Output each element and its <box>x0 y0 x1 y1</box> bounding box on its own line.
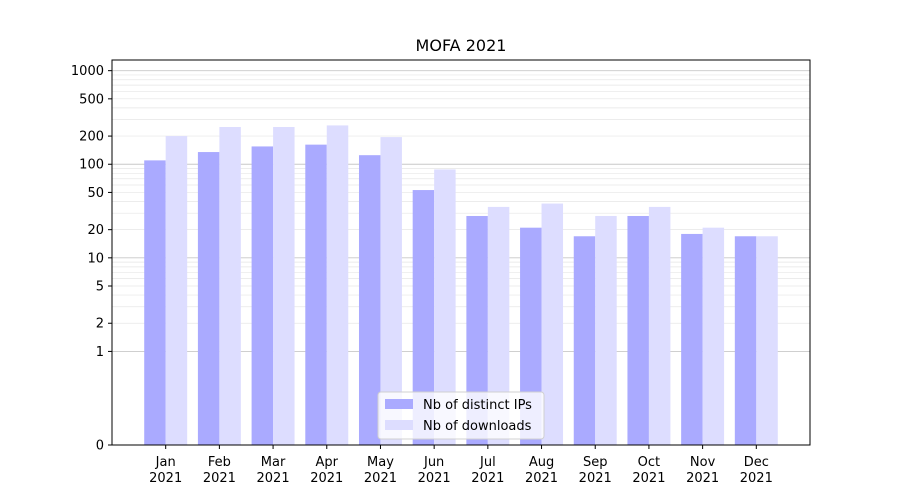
bar-distinct-ips <box>251 146 274 446</box>
legend-label: Nb of downloads <box>423 419 532 434</box>
bar-distinct-ips <box>627 215 649 445</box>
x-tick-label-month: Apr <box>316 455 339 470</box>
bar-downloads <box>165 136 188 446</box>
y-tick-label: 500 <box>79 92 104 107</box>
y-tick-label: 100 <box>79 158 104 173</box>
x-tick-label-year: 2021 <box>364 471 397 486</box>
x-tick-label-year: 2021 <box>418 471 451 486</box>
x-tick-label-month: Mar <box>261 455 286 470</box>
x-tick-label-year: 2021 <box>203 471 236 486</box>
bar-distinct-ips <box>466 215 488 445</box>
x-tick-label-year: 2021 <box>632 471 665 486</box>
bar-downloads <box>648 206 671 445</box>
x-tick-label-month: Jul <box>479 455 496 470</box>
x-tick-label-month: Jan <box>155 455 176 470</box>
bar-downloads <box>487 206 510 445</box>
bar-downloads <box>219 127 241 445</box>
y-tick-label: 50 <box>87 186 104 201</box>
x-tick-label-year: 2021 <box>579 471 612 486</box>
bar-downloads <box>326 125 349 445</box>
y-axis: 0 1 2 5 10 20 50 100 200 500 1000 <box>71 64 112 454</box>
bars <box>144 125 778 446</box>
x-tick-label-month: Jun <box>423 455 444 470</box>
y-tick-label: 10 <box>87 251 104 266</box>
x-tick-label-month: Sep <box>583 455 608 470</box>
bar-distinct-ips <box>412 190 435 445</box>
bar-distinct-ips <box>358 155 381 445</box>
bar-downloads <box>273 127 295 445</box>
chart-title: MOFA 2021 <box>416 36 507 55</box>
x-tick-label-year: 2021 <box>257 471 290 486</box>
y-tick-label: 1 <box>96 345 104 360</box>
legend-box <box>377 391 545 440</box>
y-tick-label: 20 <box>87 223 104 238</box>
bar-distinct-ips <box>197 152 220 445</box>
plot-frame <box>111 59 811 446</box>
legend-swatch <box>385 420 413 430</box>
x-tick-label-year: 2021 <box>471 471 504 486</box>
bar-downloads <box>702 227 725 445</box>
bar-distinct-ips <box>305 144 327 445</box>
y-tick-label: 5 <box>96 280 104 295</box>
x-tick-label-month: May <box>367 455 394 470</box>
x-tick-label-month: Aug <box>529 455 554 470</box>
bar-distinct-ips <box>144 160 166 445</box>
bar-downloads <box>756 236 778 445</box>
legend: Nb of distinct IPs Nb of downloads <box>377 391 545 440</box>
bar-distinct-ips <box>573 236 596 445</box>
bar-distinct-ips <box>681 233 703 445</box>
bar-downloads <box>380 137 402 445</box>
y-tick-label: 0 <box>96 439 104 454</box>
bar-downloads <box>595 215 617 445</box>
x-tick-label-year: 2021 <box>525 471 558 486</box>
x-tick-label-year: 2021 <box>149 471 182 486</box>
legend-swatch <box>385 399 413 409</box>
x-tick-label-month: Nov <box>690 455 716 470</box>
legend-label: Nb of distinct IPs <box>423 398 532 413</box>
y-tick-label: 1000 <box>71 64 104 79</box>
bar-downloads <box>541 203 564 445</box>
y-tick-label: 200 <box>79 130 104 145</box>
x-axis: Jan2021Feb2021Mar2021Apr2021May2021Jun20… <box>149 445 773 486</box>
x-tick-label-month: Dec <box>744 455 769 470</box>
bar-distinct-ips <box>734 236 757 445</box>
bar-downloads <box>434 169 456 446</box>
x-tick-label-month: Oct <box>638 455 660 470</box>
x-tick-label-year: 2021 <box>740 471 773 486</box>
bar-distinct-ips <box>520 227 542 445</box>
y-tick-label: 2 <box>96 317 104 332</box>
x-tick-label-year: 2021 <box>310 471 343 486</box>
x-tick-label-month: Feb <box>208 455 231 470</box>
x-tick-label-year: 2021 <box>686 471 719 486</box>
